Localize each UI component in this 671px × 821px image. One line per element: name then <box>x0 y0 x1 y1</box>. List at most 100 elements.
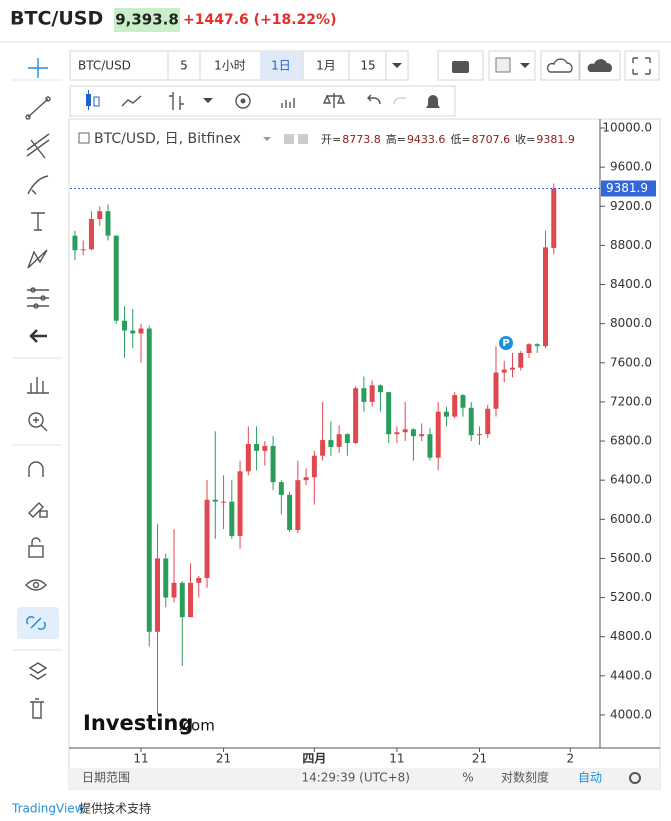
event-marker-label: P <box>502 338 509 349</box>
candle-body <box>344 434 350 443</box>
y-tick-label: 9600.0 <box>610 160 652 174</box>
candle-body <box>196 577 202 583</box>
candle-body <box>179 582 185 618</box>
event-marker[interactable] <box>499 336 513 350</box>
change: +1447.6 (+18.22%) <box>183 12 336 28</box>
candle-body <box>121 320 127 331</box>
candle-body <box>485 408 491 435</box>
y-tick-label: 7200.0 <box>610 394 652 408</box>
y-tick-label: 5200.0 <box>610 590 652 604</box>
candle-body <box>501 369 507 373</box>
y-tick-label: 10000.0 <box>602 121 652 135</box>
y-tick-label: 8000.0 <box>610 316 652 330</box>
fullscreen-button[interactable] <box>624 50 660 81</box>
candle-body <box>171 582 177 598</box>
price-badge <box>114 8 180 32</box>
percent-toggle[interactable]: % <box>462 771 473 785</box>
interval[interactable]: 1日 <box>271 59 291 73</box>
x-tick-label: 2 <box>566 752 574 766</box>
candle-body <box>320 440 326 456</box>
auto-toggle[interactable]: 自动 <box>578 771 602 785</box>
interval[interactable]: 1小时 <box>214 59 246 73</box>
candle-body <box>402 429 408 433</box>
dropdown[interactable] <box>392 63 402 68</box>
y-tick-label: 6000.0 <box>610 512 652 526</box>
chart-frame <box>68 118 661 790</box>
candle-body <box>88 218 94 250</box>
candle-body <box>221 501 227 503</box>
candle-body <box>468 407 474 436</box>
candle-body <box>229 501 235 536</box>
interval[interactable]: 1月 <box>316 59 336 73</box>
candle-body <box>410 429 416 437</box>
count[interactable]: 15 <box>360 59 375 73</box>
footer-text: 提供技术支持 <box>79 801 151 816</box>
candle-body <box>328 440 334 447</box>
candle-body <box>452 395 458 417</box>
x-tick-label: 21 <box>472 752 487 766</box>
drawing-tools[interactable] <box>25 58 51 719</box>
candle-body <box>509 367 515 370</box>
active-interval <box>260 52 303 79</box>
candle-body <box>518 353 524 368</box>
candle-body <box>113 235 119 321</box>
toolbar-symbol[interactable]: BTC/USD <box>78 59 131 73</box>
candle-body <box>97 211 103 219</box>
candle-body <box>278 482 284 495</box>
interval[interactable]: 5 <box>180 59 188 73</box>
ohlc-label: 高= <box>386 132 406 146</box>
ohlc-value: 9381.9 <box>536 133 575 146</box>
style-icon <box>495 57 511 73</box>
y-tick-label: 7600.0 <box>610 355 652 369</box>
x-tick-label: 21 <box>216 752 231 766</box>
candle-body <box>188 582 194 618</box>
candle-body <box>551 188 557 248</box>
log-toggle[interactable]: 对数刻度 <box>501 770 549 785</box>
candle-body <box>303 477 309 481</box>
candle-body <box>146 328 152 632</box>
y-tick-label: 6400.0 <box>610 473 652 487</box>
last-price-label: 9381.9 <box>606 181 648 195</box>
candle-body <box>262 445 268 451</box>
link-button[interactable] <box>17 607 59 639</box>
y-tick-label: 9200.0 <box>610 199 652 213</box>
candle-body <box>460 395 466 408</box>
candle-body <box>163 558 169 598</box>
candle-body <box>138 328 144 334</box>
collapse[interactable] <box>78 132 90 144</box>
candle-body <box>386 392 392 435</box>
x-tick-label: 11 <box>389 752 404 766</box>
watermark: .com <box>178 717 215 735</box>
ohlc-value: 8707.6 <box>472 133 511 146</box>
candle-body <box>204 499 210 578</box>
ohlc-value: 9433.6 <box>407 133 446 146</box>
y-tick-label: 4800.0 <box>610 629 652 643</box>
ohlc-label: 收= <box>515 132 535 146</box>
footer-brand[interactable]: TradingView <box>11 802 85 816</box>
candle-body <box>419 434 425 437</box>
candle-body <box>361 388 367 402</box>
candle-body <box>245 443 251 472</box>
candle-body <box>534 344 540 347</box>
settings[interactable] <box>629 772 641 784</box>
candle-body <box>311 455 317 478</box>
toolbar <box>69 50 409 81</box>
candle-body <box>353 388 359 443</box>
y-tick-label: 8400.0 <box>610 277 652 291</box>
candle-body <box>130 330 136 334</box>
candle-body <box>493 372 499 409</box>
symbol: BTC/USD <box>10 8 103 30</box>
candle-body <box>155 558 161 632</box>
candle-body <box>80 249 86 251</box>
date-range[interactable]: 日期范围 <box>82 771 130 785</box>
watermark: Investing <box>83 711 193 735</box>
y-tick-label: 5600.0 <box>610 551 652 565</box>
cloud-button[interactable] <box>540 50 580 81</box>
toolbar <box>69 85 456 117</box>
candle-body <box>295 480 301 531</box>
bottom-bar <box>69 768 660 789</box>
camera-icon <box>452 61 469 73</box>
last-price-badge <box>601 180 656 197</box>
candle-body <box>394 432 400 435</box>
candle-body <box>369 385 375 402</box>
